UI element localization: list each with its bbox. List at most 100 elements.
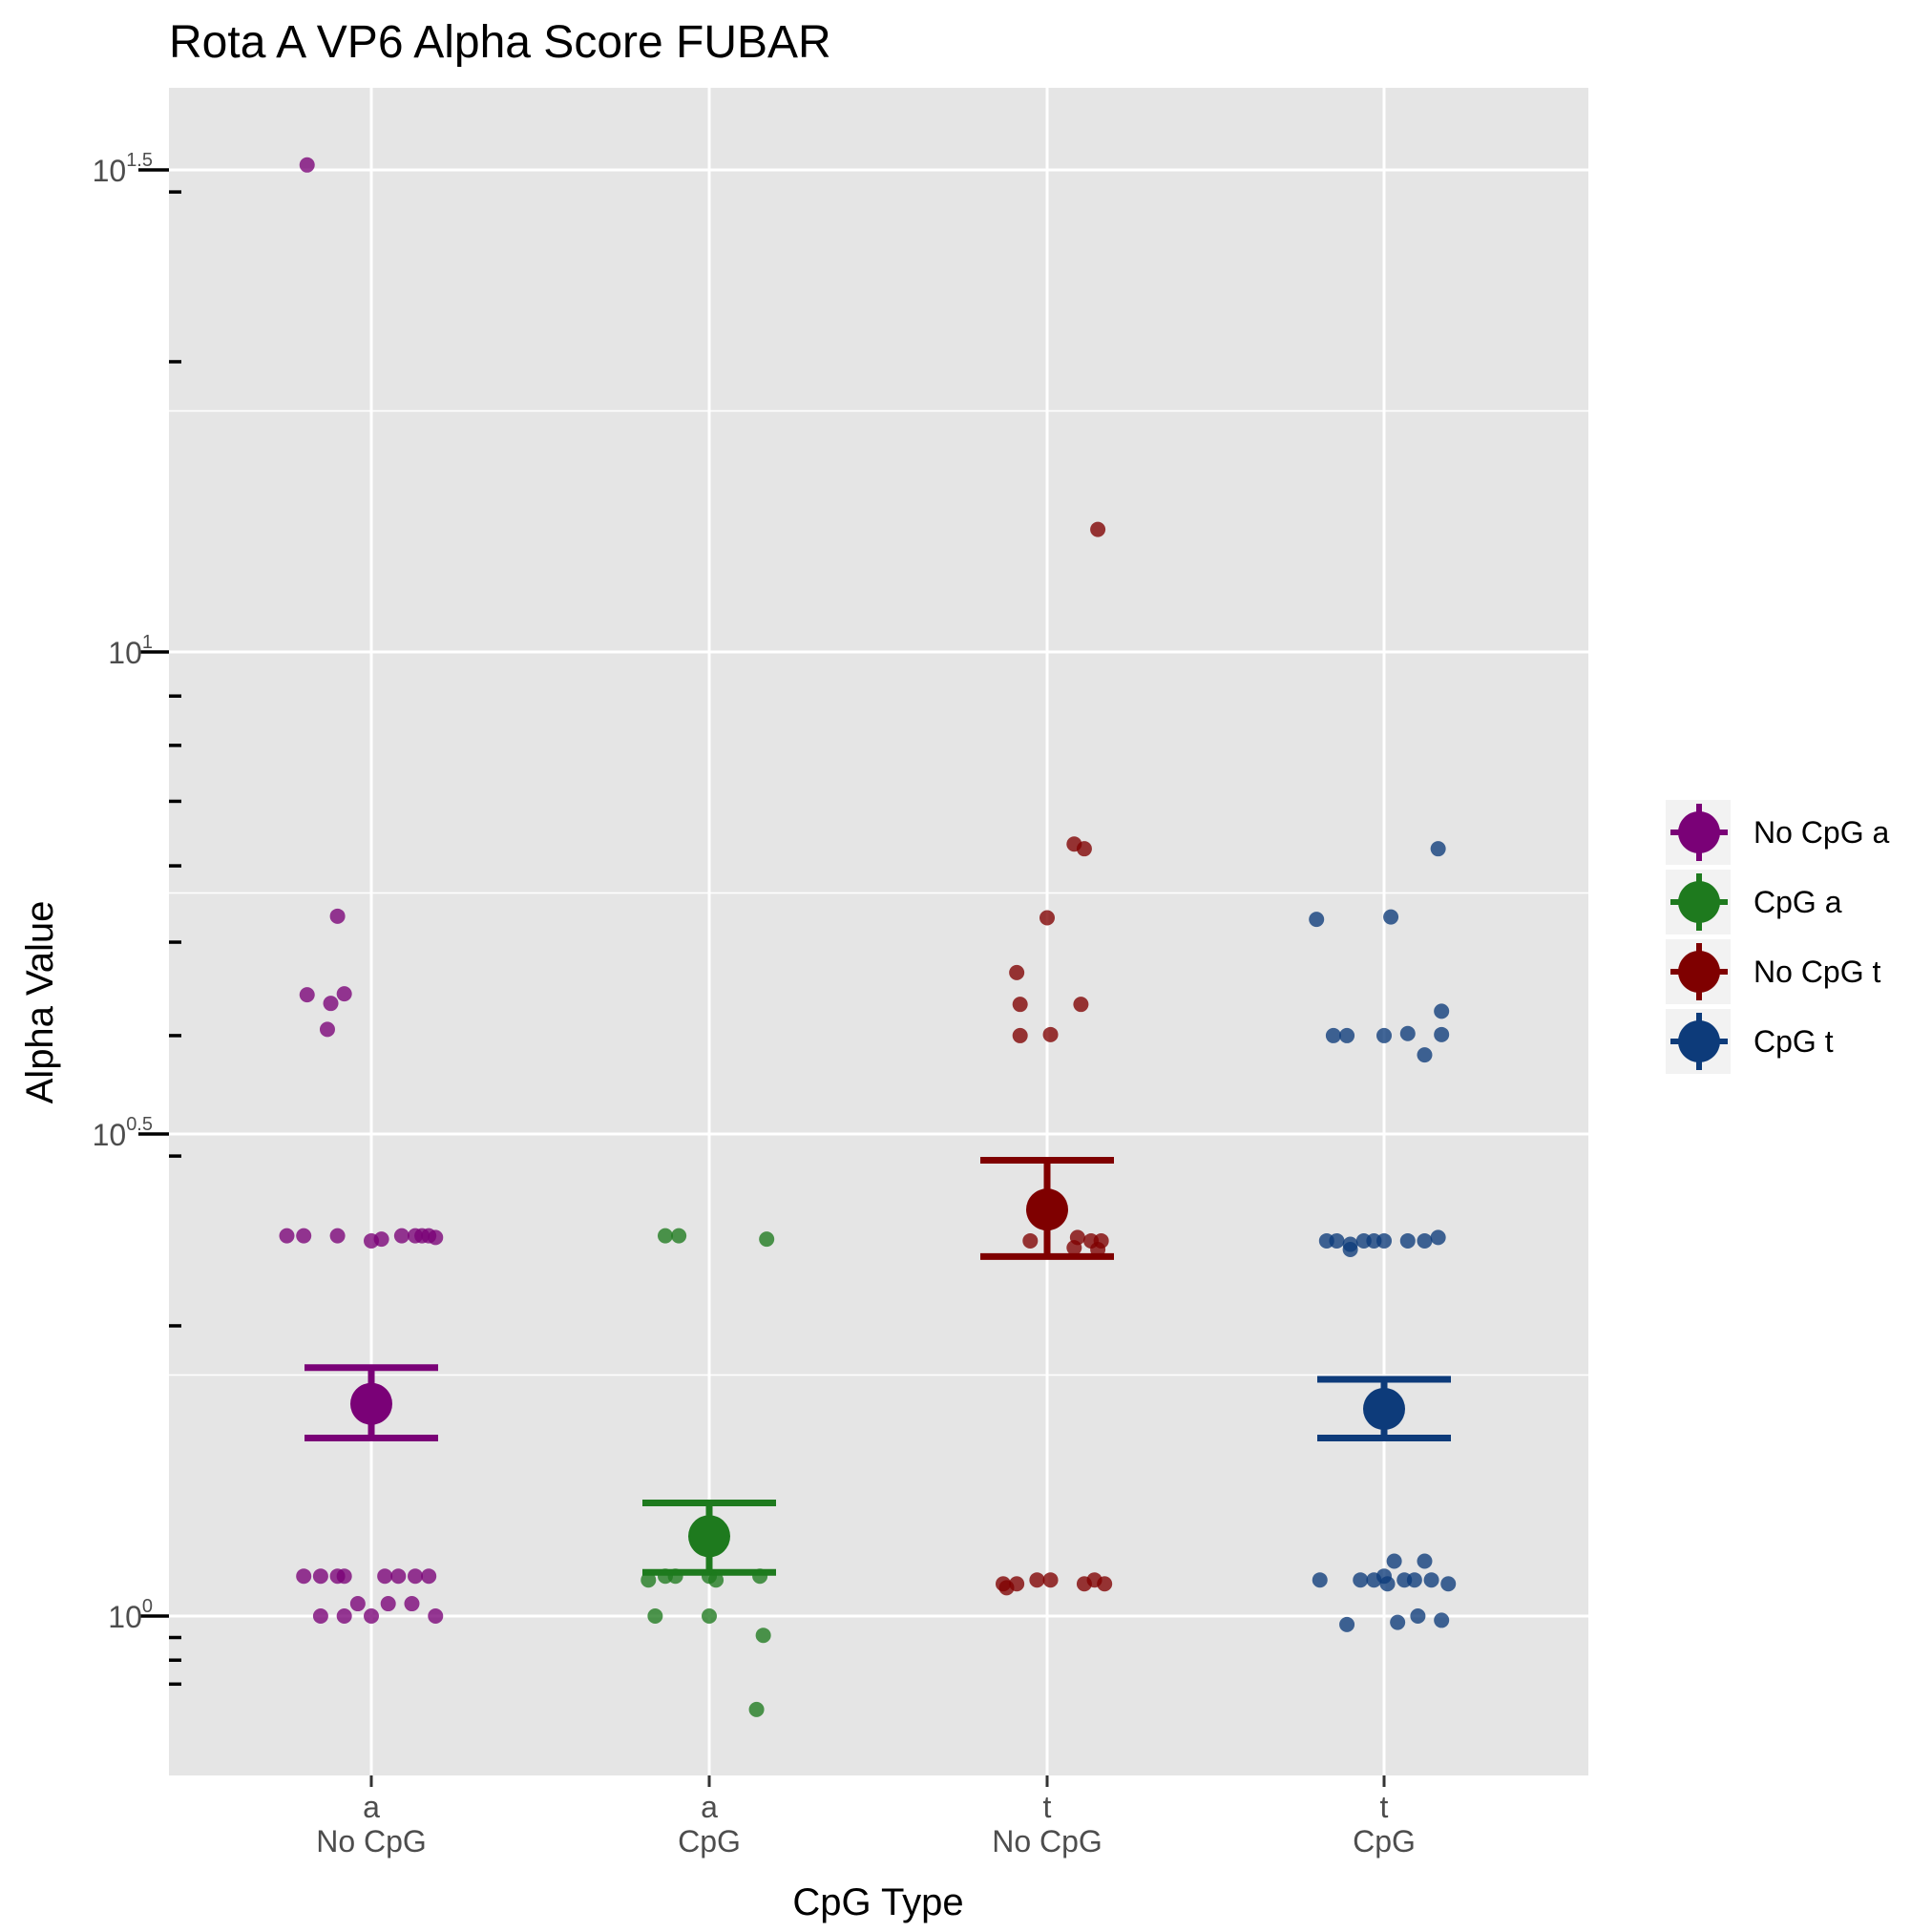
data-point [1040, 910, 1055, 926]
plot-panel [169, 88, 1588, 1775]
data-point [1353, 1572, 1369, 1588]
data-point [1383, 909, 1399, 925]
data-point [390, 1568, 407, 1585]
legend: No CpG a CpG a No CpG t CpG t [1666, 800, 1889, 1074]
data-point [1339, 1027, 1355, 1043]
y-tick-label: 100.5 [93, 1114, 153, 1152]
data-point [647, 1608, 663, 1624]
x-tick-label-line1: a [363, 1790, 380, 1824]
data-point [428, 1608, 444, 1624]
mean-point [1363, 1388, 1405, 1431]
data-point [1042, 1572, 1059, 1588]
data-point [748, 1701, 765, 1717]
x-tick-label-line1: t [1380, 1790, 1389, 1824]
data-point [404, 1596, 420, 1612]
data-point [1066, 1240, 1082, 1256]
data-point [1417, 1047, 1433, 1063]
data-point [1012, 1027, 1028, 1043]
y-tick-label: 101 [108, 632, 153, 670]
data-point [393, 1228, 410, 1244]
data-point [998, 1580, 1015, 1596]
data-point [319, 1021, 335, 1038]
data-point [1417, 1553, 1433, 1569]
data-point [1410, 1608, 1426, 1624]
data-point [1042, 1026, 1059, 1042]
data-point [1434, 1026, 1450, 1042]
data-point [380, 1596, 396, 1612]
data-point [708, 1572, 724, 1588]
x-tick-label-line2: CpG [678, 1824, 741, 1858]
data-point [1097, 1576, 1113, 1592]
data-point [1073, 997, 1089, 1013]
legend-key-point [1678, 881, 1720, 923]
data-point [1406, 1572, 1422, 1588]
data-point [421, 1568, 437, 1585]
chart-title: Rota A VP6 Alpha Score FUBAR [169, 17, 831, 68]
y-tick-label: 101.5 [93, 150, 153, 188]
data-point [667, 1568, 683, 1585]
legend-key-point [1678, 951, 1720, 993]
data-point [373, 1231, 389, 1248]
data-point [1312, 1572, 1328, 1588]
mean-point [1026, 1188, 1068, 1231]
data-point [1090, 521, 1106, 537]
data-point [640, 1572, 657, 1588]
data-point [299, 987, 315, 1003]
legend-label: CpG a [1754, 885, 1842, 919]
mean-point [688, 1515, 730, 1558]
x-tick-label-line2: CpG [1353, 1824, 1416, 1858]
data-point [1399, 1232, 1416, 1249]
grid-lines [169, 88, 1588, 1775]
x-tick-label-line1: a [701, 1790, 718, 1824]
data-point [1430, 1229, 1446, 1246]
legend-label: CpG t [1754, 1024, 1834, 1059]
data-point [1390, 1614, 1406, 1630]
data-point [336, 986, 352, 1002]
data-point [377, 1568, 393, 1585]
data-point [428, 1229, 444, 1246]
data-point [312, 1608, 328, 1624]
data-point [336, 1568, 352, 1585]
data-point [1342, 1241, 1358, 1257]
data-point [1339, 1616, 1355, 1632]
data-point [671, 1228, 687, 1244]
data-point [296, 1568, 312, 1585]
x-tick-label-line1: t [1043, 1790, 1052, 1824]
data-point [1430, 841, 1446, 857]
mean-point [350, 1382, 392, 1425]
y-axis: 100 100.5 101 101.5 [93, 150, 181, 1687]
data-point [1386, 1553, 1402, 1569]
data-point [1090, 1241, 1106, 1257]
data-point [755, 1628, 771, 1644]
data-point [1325, 1027, 1341, 1043]
data-point [323, 996, 339, 1012]
mean-markers [350, 1188, 1405, 1558]
data-point [279, 1228, 295, 1244]
data-point [1012, 997, 1028, 1013]
x-tick-label-line2: No CpG [316, 1824, 427, 1858]
data-point [1440, 1576, 1457, 1592]
data-point [329, 908, 346, 924]
data-point [657, 1228, 673, 1244]
data-point [312, 1568, 328, 1585]
data-point [349, 1596, 366, 1612]
data-point [364, 1608, 379, 1624]
legend-label: No CpG t [1754, 955, 1880, 989]
data-point [702, 1608, 717, 1624]
data-point [299, 157, 315, 173]
data-point [1009, 964, 1025, 980]
data-point [408, 1568, 424, 1585]
data-point [1329, 1232, 1345, 1249]
data-points [279, 157, 1457, 1717]
data-point [336, 1608, 352, 1624]
y-axis-title: Alpha Value [19, 901, 61, 1104]
legend-key-point [1678, 1020, 1720, 1062]
data-point [1376, 1027, 1392, 1043]
x-axis-title: CpG Type [792, 1881, 963, 1923]
y-tick-label: 100 [108, 1596, 153, 1634]
data-point [1399, 1025, 1416, 1041]
data-point [1309, 912, 1325, 928]
data-point [1376, 1232, 1392, 1249]
